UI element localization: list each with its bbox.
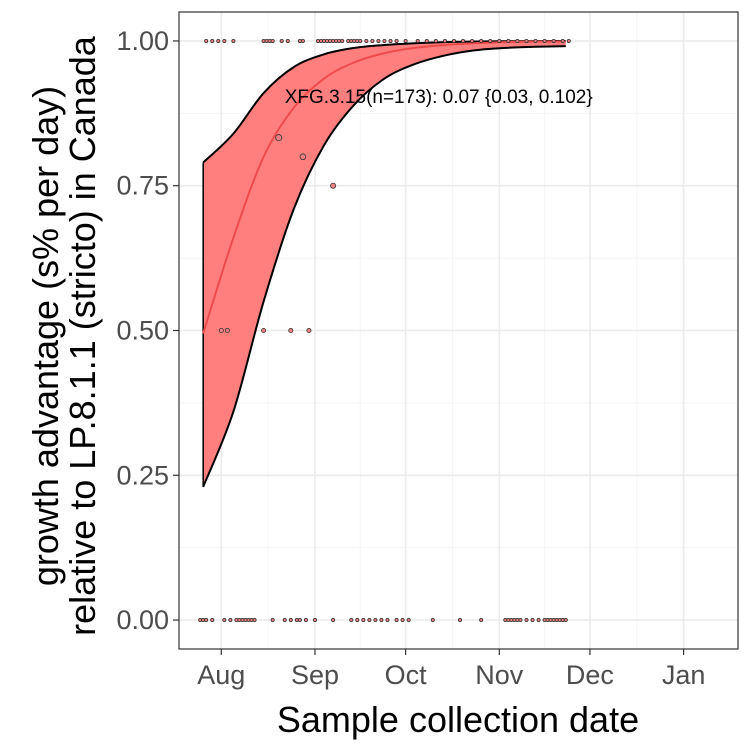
data-point (403, 38, 408, 43)
data-point (231, 38, 236, 43)
data-point (222, 38, 227, 43)
data-point (216, 38, 221, 43)
data-point (270, 38, 275, 43)
data-point (300, 38, 305, 43)
data-point (506, 38, 511, 43)
data-point (358, 38, 363, 43)
observation-points (198, 38, 571, 623)
x-tick-label: Nov (475, 660, 524, 690)
data-point (279, 38, 284, 43)
data-point (228, 618, 233, 623)
data-point (406, 618, 411, 623)
data-point (364, 38, 369, 43)
data-point (415, 38, 420, 43)
y-tick-label: 0.25 (116, 460, 169, 490)
data-point (330, 182, 337, 189)
data-point (218, 327, 224, 333)
data-point (261, 327, 267, 333)
data-point (451, 38, 456, 43)
y-tick-label: 0.75 (116, 171, 169, 201)
data-point (376, 38, 381, 43)
data-point (470, 38, 475, 43)
data-point (340, 38, 345, 43)
data-point (252, 618, 257, 623)
data-point (361, 618, 366, 623)
confidence-band-lower (202, 45, 566, 488)
data-point (424, 38, 429, 43)
data-point (524, 618, 529, 623)
data-point (288, 327, 294, 333)
data-point (479, 38, 484, 43)
data-point (306, 327, 312, 333)
data-point (382, 38, 387, 43)
data-point (297, 618, 302, 623)
data-point (442, 38, 447, 43)
data-point (551, 38, 556, 43)
data-point (394, 38, 399, 43)
data-point (204, 38, 209, 43)
x-tick-label: Sep (291, 660, 339, 690)
confidence-band-area (203, 41, 566, 487)
y-tick-label: 1.00 (116, 26, 169, 56)
data-point (312, 618, 317, 623)
data-point (331, 618, 336, 623)
data-point (385, 618, 390, 623)
data-point (458, 618, 463, 623)
x-tick-label: Oct (385, 660, 428, 690)
fit-line-path (202, 40, 566, 334)
annotation-text: XFG.3.15(n=173): 0.07 {0.03, 0.102} (285, 87, 593, 108)
x-axis: Aug Sep Oct Nov Dec Jan (197, 649, 705, 690)
data-point (400, 618, 405, 623)
data-point (430, 618, 435, 623)
y-axis-title-line-1: growth advantage (s% per day) (25, 86, 66, 586)
data-point (210, 38, 215, 43)
data-point (210, 618, 215, 623)
y-tick-label: 0.50 (116, 316, 169, 346)
data-point (394, 618, 399, 623)
data-point (355, 618, 360, 623)
data-point (379, 618, 384, 623)
data-point (222, 618, 227, 623)
data-point (285, 38, 290, 43)
data-point (367, 618, 372, 623)
data-point (524, 38, 529, 43)
data-point (224, 327, 230, 333)
data-point (566, 38, 571, 43)
x-axis-title: Sample collection date (277, 699, 639, 740)
annotation: XFG.3.15(n=173): 0.07 {0.03, 0.102} (285, 87, 593, 108)
data-point (282, 618, 287, 623)
data-point (303, 618, 308, 623)
data-point (275, 134, 283, 142)
data-point (488, 38, 493, 43)
x-tick-label: Jan (662, 660, 706, 690)
y-axis-title: growth advantage (s% per day) relative t… (25, 35, 103, 636)
data-point (433, 38, 438, 43)
data-point (461, 38, 466, 43)
data-point (479, 618, 484, 623)
x-tick-label: Aug (197, 660, 245, 690)
y-tick-label: 0.00 (116, 605, 169, 635)
data-point (542, 38, 547, 43)
fit-line (202, 40, 566, 334)
data-point (270, 618, 275, 623)
data-point (530, 618, 535, 623)
data-point (563, 618, 568, 623)
data-point (515, 38, 520, 43)
data-point (370, 38, 375, 43)
x-tick-label: Dec (566, 660, 614, 690)
data-point (560, 38, 565, 43)
data-point (518, 618, 523, 623)
data-point (299, 153, 307, 161)
data-point (497, 38, 502, 43)
y-axis: 0.00 0.25 0.50 0.75 1.00 (116, 26, 179, 635)
data-point (388, 38, 393, 43)
data-point (349, 618, 354, 623)
data-point (204, 618, 209, 623)
data-point (536, 618, 541, 623)
data-point (533, 38, 538, 43)
y-axis-title-line-2: relative to LP.8.1.1 (stricto) in Canada (62, 35, 103, 636)
data-point (373, 618, 378, 623)
data-point (288, 618, 293, 623)
